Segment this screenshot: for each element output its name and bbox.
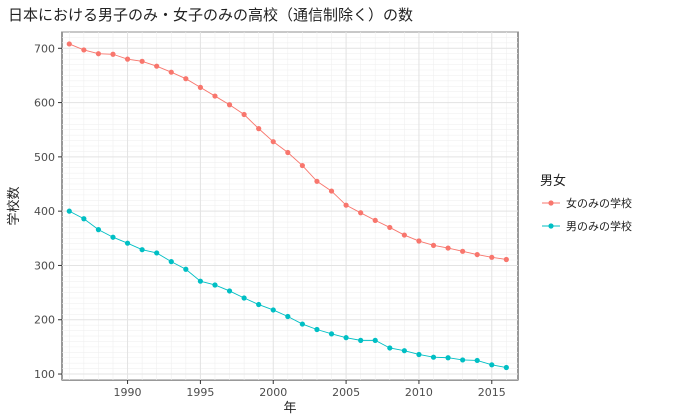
data-point-s1-1989	[110, 234, 116, 240]
data-point-s1-1999	[256, 301, 262, 308]
data-point-s0-1993	[168, 69, 174, 75]
data-point-s0-2004	[328, 188, 335, 194]
data-point-s1-2008	[387, 345, 393, 351]
data-point-s1-2012	[445, 355, 451, 361]
data-point-s1-2016	[503, 364, 509, 371]
data-point-s1-2009	[401, 348, 407, 354]
data-point-s1-1994	[183, 266, 189, 272]
data-point-s1-2000	[270, 307, 276, 313]
data-point-s1-2001	[285, 313, 291, 320]
y-tick-label: 700	[34, 42, 55, 55]
data-point-s0-2001	[285, 149, 291, 156]
data-point-s0-1999	[256, 126, 262, 132]
legend-title: 男女	[540, 173, 566, 189]
data-point-s1-1987	[81, 216, 87, 222]
data-point-s1-1991	[139, 247, 145, 253]
y-tick-label: 500	[34, 151, 55, 164]
data-point-s1-1995	[197, 278, 204, 284]
data-point-s0-2009	[401, 232, 407, 238]
data-point-s0-2013	[460, 248, 466, 254]
data-point-s1-2014	[474, 357, 480, 364]
data-point-s0-1991	[139, 58, 145, 64]
x-tick-label: 1995	[186, 386, 214, 399]
data-point-s1-1986	[66, 208, 72, 214]
data-point-s1-1990	[124, 240, 131, 246]
legend-label-1: 男のみの学校	[566, 219, 632, 233]
x-tick-label: 2000	[259, 386, 287, 399]
data-point-s1-2010	[416, 351, 422, 358]
legend-key-point-1	[548, 223, 554, 229]
y-tick-label: 300	[34, 259, 55, 272]
x-tick-label: 1990	[114, 386, 142, 399]
data-point-s1-1997	[226, 288, 233, 294]
data-point-s0-1996	[212, 93, 218, 99]
data-point-s1-2015	[489, 362, 495, 368]
data-point-s0-1997	[226, 102, 233, 108]
legend-label-0: 女のみの学校	[566, 196, 632, 210]
data-point-s1-2011	[430, 354, 437, 360]
data-point-s0-2015	[489, 254, 495, 260]
data-point-s0-2000	[270, 139, 276, 145]
x-axis-title: 年	[283, 401, 296, 416]
data-point-s1-1993	[168, 259, 174, 265]
data-point-s1-2006	[358, 337, 364, 343]
data-point-s1-2002	[299, 321, 305, 327]
data-point-s0-2008	[387, 224, 393, 231]
data-point-s1-1998	[241, 295, 247, 301]
data-point-s0-2003	[314, 178, 320, 184]
y-tick-label: 200	[34, 314, 55, 327]
data-point-s1-1992	[154, 250, 160, 256]
data-point-s0-2016	[503, 256, 509, 263]
data-point-s0-2007	[372, 217, 378, 223]
y-tick-label: 100	[34, 368, 55, 381]
series-layer	[66, 41, 509, 371]
data-point-s1-1996	[212, 282, 218, 288]
y-axis-title: 学校数	[6, 186, 22, 225]
data-point-s0-2010	[416, 238, 422, 244]
data-point-s1-2007	[372, 337, 378, 343]
data-point-s0-1998	[241, 111, 247, 118]
data-point-s0-1992	[154, 63, 160, 69]
chart-title: 日本における男子のみ・女子のみの高校（通信制除く）の数	[8, 6, 414, 24]
data-point-s0-1994	[183, 76, 189, 82]
y-tick-label: 600	[34, 97, 55, 110]
data-point-s0-1986	[66, 41, 72, 47]
data-point-s0-2014	[474, 251, 480, 258]
data-point-s0-1988	[95, 51, 102, 57]
data-point-s1-2003	[314, 326, 320, 333]
x-tick-label: 2005	[332, 386, 360, 399]
data-point-s0-2012	[445, 245, 451, 251]
data-point-s1-2004	[328, 331, 335, 337]
data-point-s1-2013	[460, 357, 466, 363]
data-point-s0-2006	[358, 210, 364, 216]
data-point-s1-1988	[95, 227, 102, 233]
legend-key-point-0	[548, 200, 554, 206]
x-tick-label: 2015	[478, 386, 506, 399]
data-point-s1-2005	[343, 335, 349, 341]
axis-layer: 1990 1995 2000 2005 2010 2015 100 200 300 400 500 6…	[34, 42, 506, 399]
data-point-s0-2005	[343, 202, 349, 208]
data-point-s0-1990	[124, 56, 131, 62]
data-point-s0-1989	[110, 51, 116, 57]
data-point-s0-1995	[197, 84, 204, 90]
data-point-s0-1987	[81, 47, 87, 53]
major-gridlines	[62, 32, 518, 380]
data-point-s0-2011	[430, 242, 437, 248]
x-tick-label: 2010	[405, 386, 433, 399]
data-point-s0-2002	[299, 162, 305, 169]
y-tick-label: 400	[34, 205, 55, 218]
